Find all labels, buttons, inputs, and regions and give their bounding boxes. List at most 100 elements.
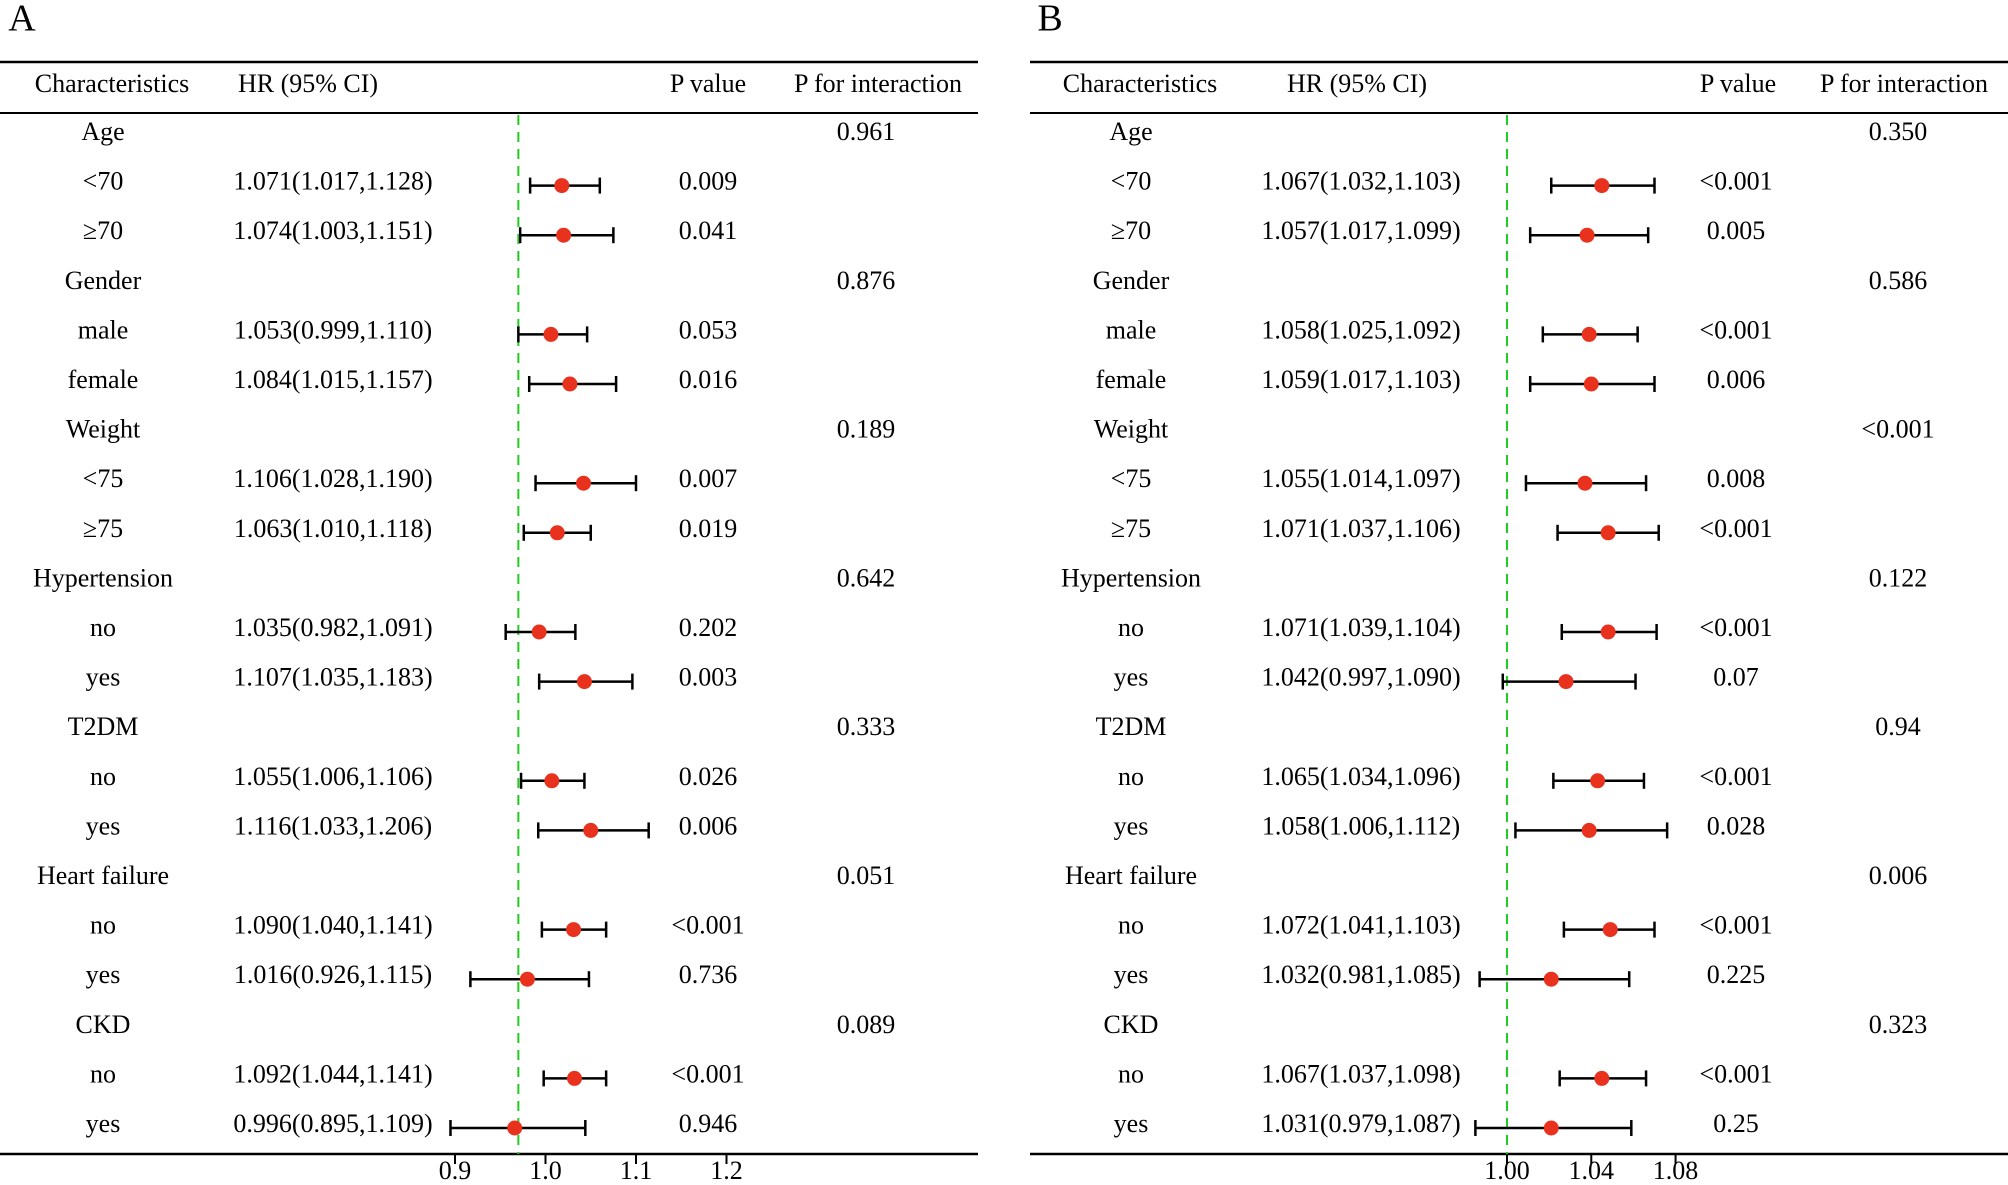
subgroup-label: yes (1114, 960, 1149, 989)
subgroup-label: yes (86, 960, 121, 989)
forest-panel-a: A Characteristics HR (95% CI) P value P for … (0, 0, 978, 1185)
subgroup-label: female (1096, 365, 1167, 394)
subgroup-label: yes (86, 811, 121, 840)
subgroup-label: female (68, 365, 139, 394)
hr-point (576, 674, 592, 690)
subgroup-label: no (90, 1059, 116, 1088)
hr-ci-text: 1.116(1.033,1.206) (234, 811, 432, 840)
hr-ci-text: 1.035(0.982,1.091) (233, 613, 432, 642)
hr-point (554, 178, 570, 194)
hr-point (1594, 178, 1610, 194)
subgroup-label: ≥75 (83, 514, 123, 543)
hr-ci-text: 0.996(0.895,1.109) (233, 1109, 432, 1138)
subgroup-label: ≥70 (83, 216, 123, 245)
axis-tick-label: 1.04 (1569, 1156, 1615, 1185)
hr-point (556, 227, 572, 243)
subgroup-label: ≥75 (1111, 514, 1151, 543)
hr-point (1543, 971, 1559, 987)
hr-point (1602, 922, 1618, 938)
p-value-text: 0.028 (1707, 811, 1766, 840)
p-value-text: 0.006 (679, 811, 738, 840)
hr-ci-text: 1.072(1.041,1.103) (1261, 911, 1460, 940)
axis-tick-label: 1.1 (620, 1156, 653, 1185)
hr-ci-text: 1.065(1.034,1.096) (1261, 762, 1460, 791)
hr-point (1579, 227, 1595, 243)
subgroup-label: no (1118, 1059, 1144, 1088)
hr-ci-text: 1.059(1.017,1.103) (1261, 365, 1460, 394)
p-value-text: 0.053 (679, 315, 738, 344)
group-label: T2DM (1096, 712, 1167, 741)
subgroup-label: no (1118, 911, 1144, 940)
p-value-text: 0.005 (1707, 216, 1766, 245)
hr-point (1590, 773, 1606, 789)
p-value-text: <0.001 (1699, 514, 1772, 543)
hr-point (1581, 822, 1597, 838)
hr-ci-text: 1.107(1.035,1.183) (233, 663, 432, 692)
column-header-hr: HR (95% CI) (1287, 69, 1427, 98)
group-label: Hypertension (33, 563, 173, 592)
p-value-text: <0.001 (1699, 762, 1772, 791)
subgroup-label: yes (1114, 811, 1149, 840)
column-header-p-value: P value (1700, 69, 1776, 98)
subgroup-label: yes (1114, 1109, 1149, 1138)
column-header-p-interaction: P for interaction (1820, 69, 1988, 98)
group-label: Gender (1093, 266, 1170, 295)
hr-point (543, 326, 559, 342)
hr-point (562, 376, 578, 392)
p-interaction-value: <0.001 (1861, 415, 1934, 444)
axis-tick-label: 1.08 (1653, 1156, 1699, 1185)
p-value-text: <0.001 (671, 911, 744, 940)
p-interaction-value: 0.961 (837, 117, 896, 146)
hr-point (507, 1120, 523, 1136)
hr-point (1600, 525, 1616, 541)
p-interaction-value: 0.876 (837, 266, 896, 295)
subgroup-label: <75 (83, 464, 124, 493)
group-label: Weight (66, 415, 141, 444)
hr-ci-text: 1.071(1.039,1.104) (1261, 613, 1460, 642)
subgroup-label: male (78, 315, 129, 344)
panel-label: B (1037, 0, 1062, 40)
subgroup-label: yes (1114, 663, 1149, 692)
hr-point (1600, 624, 1616, 640)
p-interaction-value: 0.089 (837, 1010, 896, 1039)
panel-label: A (8, 0, 36, 40)
group-label: Gender (65, 266, 142, 295)
hr-ci-text: 1.016(0.926,1.115) (234, 960, 432, 989)
hr-point (576, 475, 592, 491)
hr-point (583, 822, 599, 838)
p-interaction-value: 0.051 (837, 861, 896, 890)
p-interaction-value: 0.189 (837, 415, 896, 444)
hr-point (519, 971, 535, 987)
group-label: Age (1109, 117, 1152, 146)
p-value-text: 0.25 (1713, 1109, 1759, 1138)
axis-tick-label: 1.2 (710, 1156, 743, 1185)
subgroup-label: <70 (1111, 167, 1152, 196)
subgroup-label: no (90, 613, 116, 642)
hr-ci-text: 1.055(1.006,1.106) (233, 762, 432, 791)
p-value-text: 0.946 (679, 1109, 738, 1138)
p-value-text: <0.001 (1699, 1059, 1772, 1088)
hr-point (1583, 376, 1599, 392)
p-value-text: 0.007 (679, 464, 738, 493)
p-value-text: <0.001 (671, 1059, 744, 1088)
group-label: Weight (1094, 415, 1169, 444)
hr-ci-text: 1.071(1.017,1.128) (233, 167, 432, 196)
hr-point (1543, 1120, 1559, 1136)
group-label: T2DM (68, 712, 139, 741)
p-value-text: 0.008 (1707, 464, 1766, 493)
hr-point (549, 525, 565, 541)
axis-tick-label: 1.0 (529, 1156, 562, 1185)
p-interaction-value: 0.586 (1869, 266, 1928, 295)
hr-point (1577, 475, 1593, 491)
subgroup-label: <75 (1111, 464, 1152, 493)
p-interaction-value: 0.642 (837, 563, 896, 592)
group-label: Heart failure (1065, 861, 1197, 890)
subgroup-label: no (1118, 613, 1144, 642)
p-value-text: 0.026 (679, 762, 738, 791)
hr-ci-text: 1.055(1.014,1.097) (1261, 464, 1460, 493)
p-interaction-value: 0.006 (1869, 861, 1928, 890)
hr-ci-text: 1.106(1.028,1.190) (233, 464, 432, 493)
p-value-text: 0.736 (679, 960, 738, 989)
